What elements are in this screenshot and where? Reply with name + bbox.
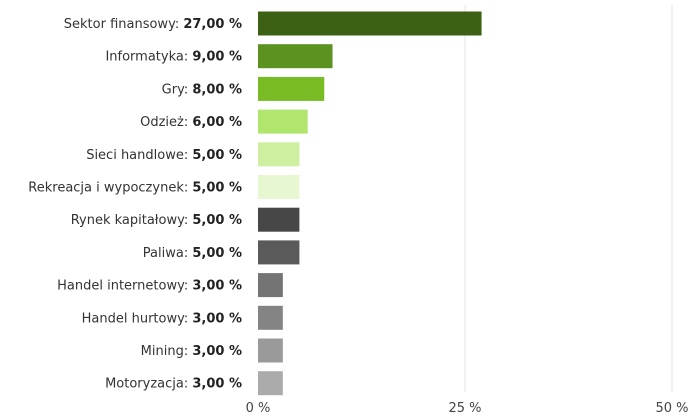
value-label: 8,00 % — [192, 82, 242, 97]
category-label: Odzież: 6,00 % — [140, 115, 242, 130]
value-label: 6,00 % — [192, 115, 242, 130]
value-label: 5,00 % — [192, 213, 242, 228]
bar[interactable] — [258, 371, 283, 396]
category-label: Paliwa: 5,00 % — [143, 246, 242, 261]
value-label: 9,00 % — [192, 50, 242, 65]
bar[interactable] — [258, 76, 325, 101]
category-label: Motoryzacja: 3,00 % — [105, 377, 242, 392]
label-separator: : — [184, 246, 193, 261]
x-tick-label: 25 % — [448, 401, 481, 416]
category-label: Handel internetowy: 3,00 % — [57, 279, 242, 294]
category-name: Rekreacja i wypoczynek — [28, 181, 184, 196]
label-separator: : — [184, 181, 193, 196]
category-name: Handel internetowy — [57, 279, 185, 294]
category-label: Gry: 8,00 % — [162, 82, 242, 97]
category-name: Rynek kapitałowy — [71, 213, 185, 228]
value-label: 3,00 % — [192, 311, 242, 326]
bar[interactable] — [258, 338, 283, 363]
label-separator: : — [184, 377, 193, 392]
label-separator: : — [184, 279, 193, 294]
bar[interactable] — [258, 109, 308, 134]
category-label: Handel hurtowy: 3,00 % — [82, 311, 242, 326]
category-name: Sektor finansowy — [64, 17, 176, 32]
category-name: Handel hurtowy — [82, 311, 185, 326]
x-tick-label: 50 % — [655, 401, 688, 416]
label-separator: : — [184, 311, 193, 326]
label-separator: : — [184, 50, 193, 65]
category-name: Mining — [141, 344, 184, 359]
category-label: Sektor finansowy: 27,00 % — [64, 17, 242, 32]
bar[interactable] — [258, 207, 300, 232]
category-name: Gry — [162, 82, 185, 97]
bar[interactable] — [258, 44, 333, 69]
bar[interactable] — [258, 240, 300, 265]
category-label: Rekreacja i wypoczynek: 5,00 % — [28, 181, 242, 196]
value-label: 5,00 % — [192, 148, 242, 163]
category-name: Motoryzacja — [105, 377, 184, 392]
bar[interactable] — [258, 305, 283, 330]
bar[interactable] — [258, 142, 300, 167]
x-tick-label: 0 % — [246, 401, 271, 416]
label-separator: : — [184, 213, 193, 228]
value-label: 5,00 % — [192, 246, 242, 261]
category-name: Paliwa — [143, 246, 184, 261]
bar[interactable] — [258, 175, 300, 199]
category-label: Informatyka: 9,00 % — [105, 50, 242, 65]
label-separator: : — [184, 344, 193, 359]
value-label: 3,00 % — [192, 344, 242, 359]
category-name: Odzież — [140, 115, 184, 130]
label-separator: : — [184, 115, 193, 130]
label-separator: : — [175, 17, 184, 32]
category-label: Rynek kapitałowy: 5,00 % — [71, 213, 242, 228]
category-label: Sieci handlowe: 5,00 % — [86, 148, 242, 163]
value-label: 3,00 % — [192, 279, 242, 294]
label-separator: : — [184, 148, 193, 163]
category-name: Sieci handlowe — [86, 148, 184, 163]
bar[interactable] — [258, 273, 283, 298]
bar[interactable] — [258, 11, 482, 36]
value-label: 27,00 % — [183, 17, 242, 32]
value-label: 3,00 % — [192, 377, 242, 392]
label-separator: : — [184, 82, 193, 97]
category-name: Informatyka — [105, 50, 183, 65]
category-label: Mining: 3,00 % — [141, 344, 242, 359]
value-label: 5,00 % — [192, 181, 242, 196]
